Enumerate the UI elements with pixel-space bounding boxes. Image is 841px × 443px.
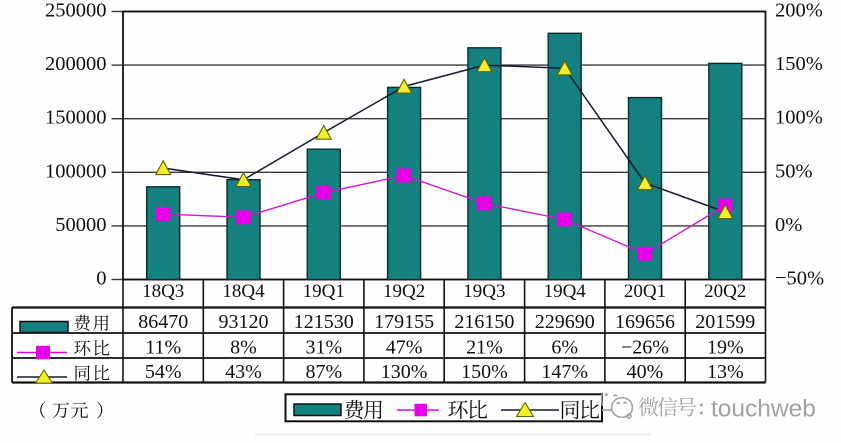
svg-text:20Q1: 20Q1	[624, 281, 666, 302]
svg-text:19Q2: 19Q2	[383, 281, 425, 302]
svg-text:216150: 216150	[454, 311, 514, 333]
svg-text:169656: 169656	[615, 311, 675, 333]
svg-text:150000: 150000	[45, 107, 107, 129]
svg-text:31%: 31%	[305, 337, 342, 359]
svg-text:54%: 54%	[145, 361, 182, 383]
svg-text:11%: 11%	[145, 337, 181, 359]
svg-text:121530: 121530	[294, 311, 354, 333]
svg-text:18Q4: 18Q4	[222, 281, 265, 302]
svg-text:150%: 150%	[775, 53, 823, 75]
svg-text:100000: 100000	[45, 160, 107, 182]
svg-text:200000: 200000	[45, 53, 107, 75]
svg-text:19Q1: 19Q1	[303, 281, 345, 302]
svg-text:19Q3: 19Q3	[463, 281, 505, 302]
svg-text:86470: 86470	[138, 311, 188, 333]
svg-text:47%: 47%	[386, 337, 423, 359]
svg-text:0%: 0%	[775, 214, 802, 236]
svg-text:250000: 250000	[45, 0, 107, 22]
svg-text:100%: 100%	[775, 107, 823, 129]
svg-text:201599: 201599	[695, 311, 755, 333]
svg-text:19Q4: 19Q4	[544, 281, 587, 302]
svg-text:21%: 21%	[466, 337, 503, 359]
svg-text:19%: 19%	[707, 337, 744, 359]
svg-text:50000: 50000	[55, 214, 106, 236]
svg-text:147%: 147%	[541, 361, 588, 383]
svg-text:18Q3: 18Q3	[142, 281, 184, 302]
svg-text:−50%: −50%	[775, 268, 824, 290]
svg-text:200%: 200%	[775, 0, 823, 22]
svg-text:20Q2: 20Q2	[704, 281, 746, 302]
svg-text:touchweb: touchweb	[711, 396, 816, 423]
svg-text:50%: 50%	[775, 160, 813, 182]
svg-text:6%: 6%	[551, 337, 578, 359]
svg-text:87%: 87%	[305, 361, 342, 383]
svg-text:8%: 8%	[230, 337, 257, 359]
svg-text:13%: 13%	[707, 361, 744, 383]
svg-text:−26%: −26%	[621, 337, 669, 359]
svg-text:150%: 150%	[461, 361, 508, 383]
svg-text:93120: 93120	[219, 311, 269, 333]
svg-text:40%: 40%	[627, 361, 664, 383]
svg-text:130%: 130%	[381, 361, 428, 383]
svg-text:229690: 229690	[535, 311, 595, 333]
svg-text:179155: 179155	[374, 311, 434, 333]
svg-text:43%: 43%	[225, 361, 262, 383]
svg-text:0: 0	[96, 268, 106, 290]
